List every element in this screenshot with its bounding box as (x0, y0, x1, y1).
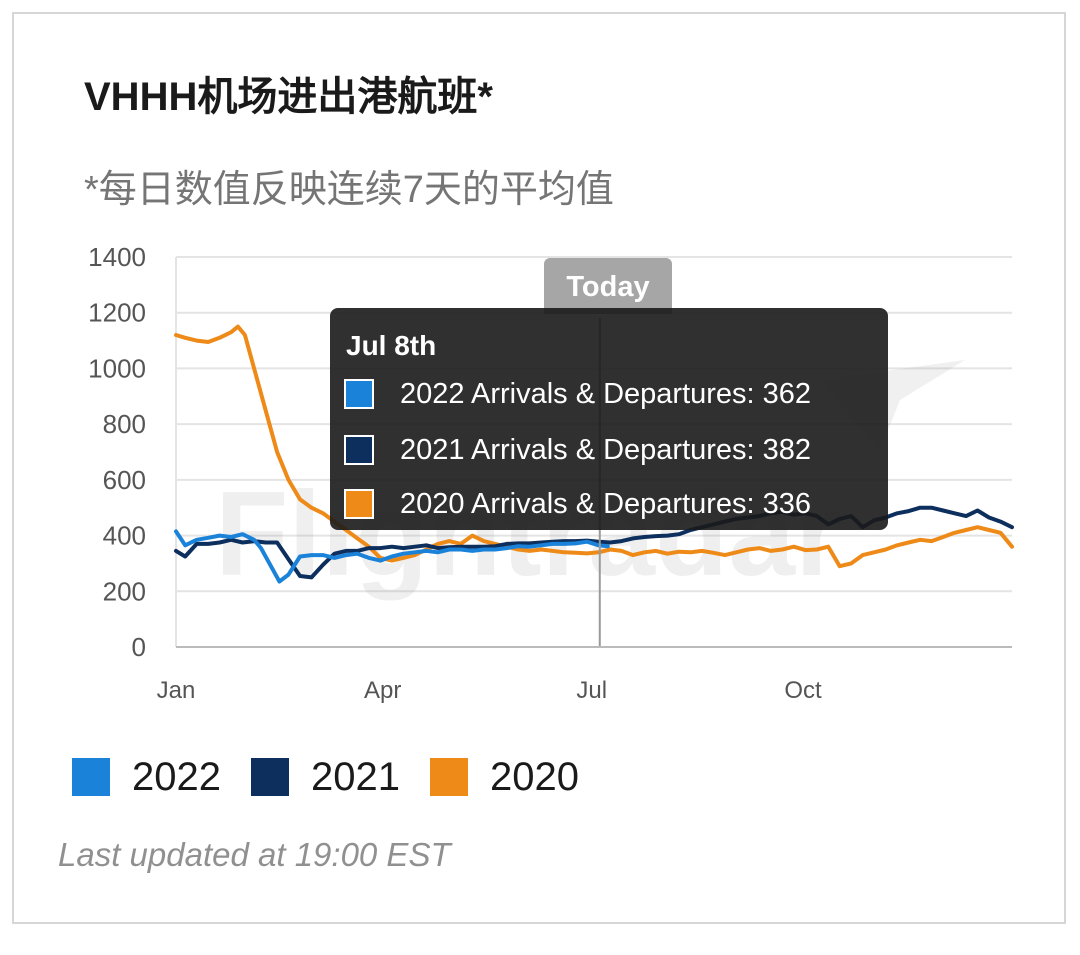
tooltip-row-2020: 2020 Arrivals & Departures: 336 (344, 486, 811, 522)
legend-item-2020[interactable]: 2020 (429, 754, 579, 800)
y-tick-label-600: 600 (103, 465, 146, 495)
x-tick-label-jul: Jul (576, 677, 607, 704)
y-tick-label-1200: 1200 (88, 298, 146, 328)
legend-label-2021: 2021 (310, 754, 400, 799)
legend-item-2021[interactable]: 2021 (250, 754, 400, 800)
x-tick-label-jan: Jan (157, 677, 196, 704)
today-badge: Today (544, 258, 672, 314)
tooltip-date: Jul 8th (346, 330, 437, 361)
legend-label-2022: 2022 (132, 754, 221, 799)
y-tick-label-800: 800 (103, 409, 146, 439)
hover-tooltip: Jul 8th 2022 Arrivals & Departures: 362 … (330, 308, 888, 530)
last-updated-note: Last updated at 19:00 EST (58, 836, 451, 873)
x-tick-label-oct: Oct (784, 677, 822, 704)
chart-subtitle: *每日数值反映连续7天的平均值 (84, 169, 614, 211)
x-tick-label-apr: Apr (364, 677, 401, 704)
series-line-2020 (174, 324, 1014, 569)
y-tick-label-400: 400 (103, 521, 146, 551)
chart-title: VHHH机场进出港航班* (84, 75, 493, 119)
tooltip-text-2020: 2020 Arrivals & Departures: 336 (400, 487, 812, 520)
series-line-2022 (174, 529, 610, 584)
legend-item-2022[interactable]: 2022 (72, 755, 221, 800)
legend-swatch-2020 (429, 758, 468, 796)
y-tick-label-0: 0 (132, 632, 146, 662)
tooltip-row-2022: 2022 Arrivals & Departures: 362 (344, 376, 811, 412)
tooltip-text-2022: 2022 Arrivals & Departures: 362 (400, 377, 812, 410)
y-tick-label-1000: 1000 (88, 353, 146, 383)
y-axis-ticks: 0 200 400 600 800 1000 1200 1400 (88, 242, 146, 662)
legend-swatch-2022 (72, 758, 110, 796)
tooltip-row-2021: 2021 Arrivals & Departures: 382 (344, 432, 811, 468)
y-tick-label-200: 200 (103, 576, 146, 606)
legend-swatch-2021 (250, 758, 289, 796)
legend-label-2020: 2020 (489, 754, 579, 799)
tooltip-text-2021: 2021 Arrivals & Departures: 382 (400, 433, 812, 466)
chart-legend: 2022 2021 2020 (72, 752, 609, 802)
tooltip-swatch-2021 (344, 435, 374, 465)
tooltip-swatch-2022 (344, 379, 374, 409)
tooltip-swatch-2020 (344, 489, 374, 519)
y-tick-label-1400: 1400 (88, 242, 146, 272)
x-axis-ticks: Jan Apr Jul Oct (157, 677, 822, 704)
